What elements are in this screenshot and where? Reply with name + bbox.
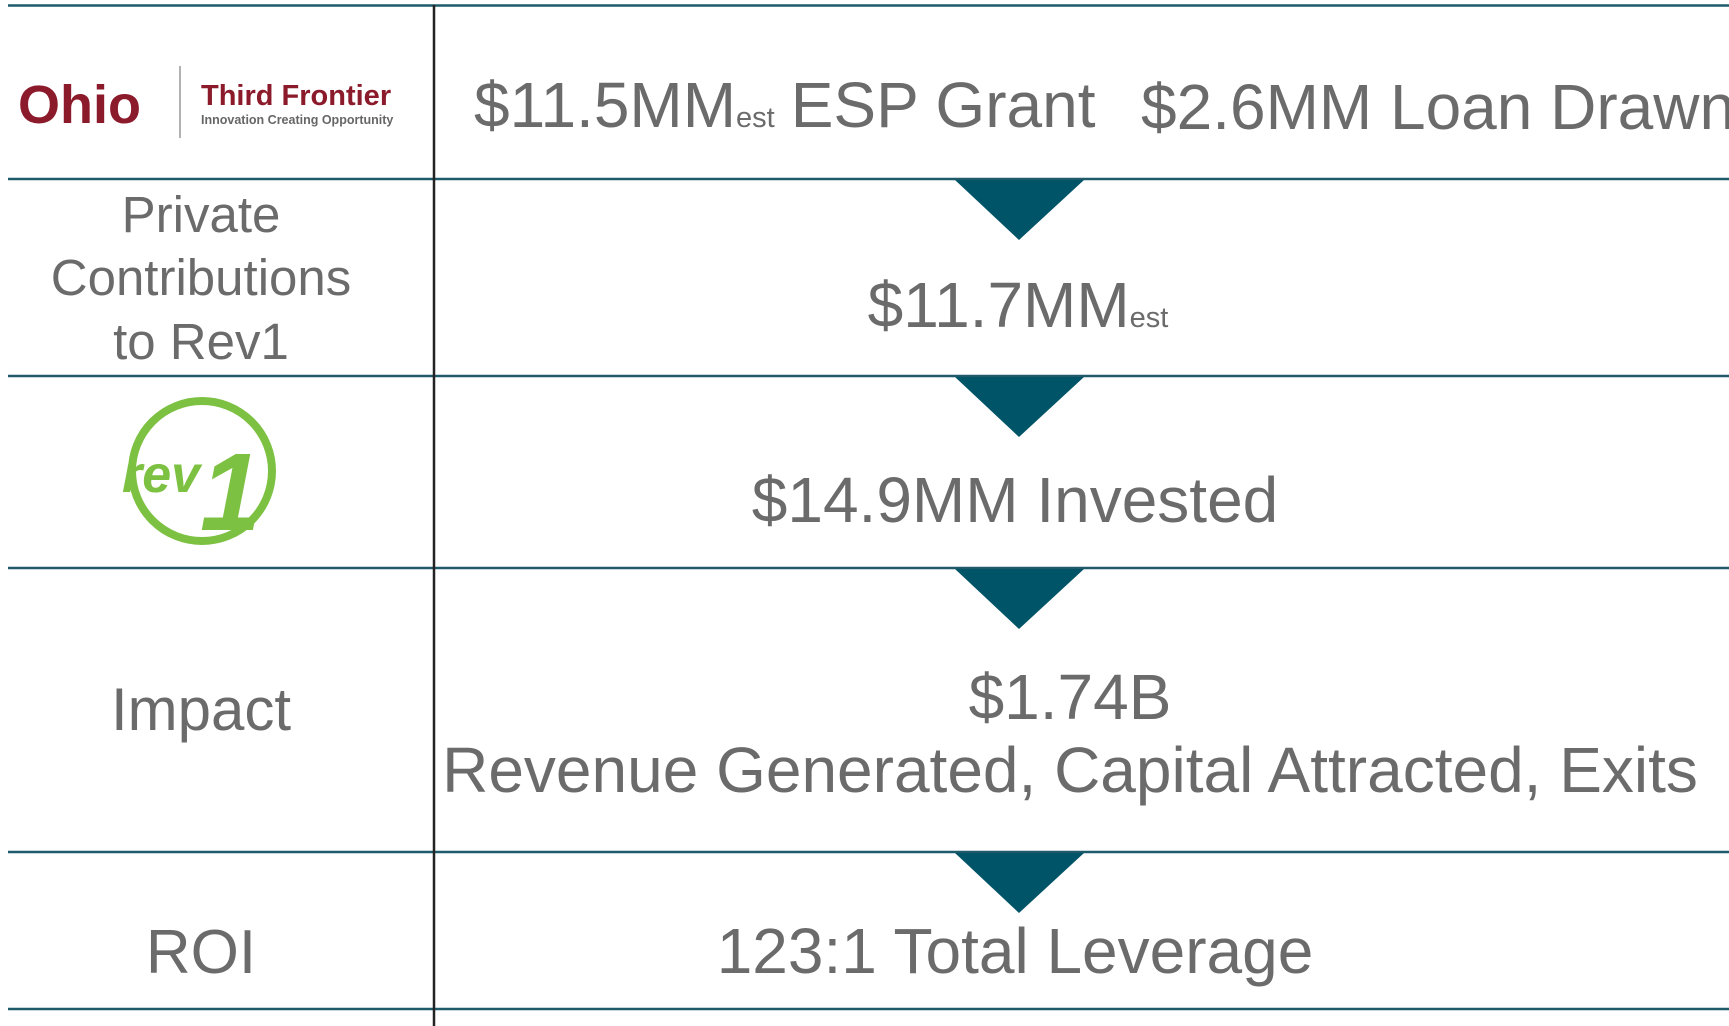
down-arrow — [955, 569, 1084, 629]
logo-name: Ohio — [18, 75, 141, 135]
value-text: $11.7MMest — [868, 269, 1169, 341]
logo-name: rev — [122, 446, 203, 504]
row-label: ROI — [146, 918, 256, 987]
qualifier: est — [1130, 302, 1169, 334]
row-label: Contributions — [51, 249, 352, 306]
down-arrow — [955, 180, 1084, 240]
flow-arrows — [955, 180, 1084, 913]
row-label: Private — [122, 186, 281, 243]
rev1-logo: rev 1 — [122, 397, 276, 554]
value-amount: $1.74B — [969, 661, 1172, 733]
logo-mark: 1 — [200, 431, 261, 554]
table-rules — [8, 4, 1729, 1026]
amount: $11.7MM — [868, 269, 1130, 341]
value-text: $2.6MM Loan Drawn — [1141, 71, 1729, 143]
value-text: Revenue Generated, Capital Attracted, Ex… — [442, 734, 1698, 806]
logo-ring — [128, 397, 276, 545]
value-text: 123:1 Total Leverage — [717, 915, 1314, 987]
logo-tagline: Innovation Creating Opportunity — [201, 113, 393, 127]
value-label: ESP Grant — [791, 69, 1096, 141]
row-label: Impact — [111, 676, 291, 743]
qualifier: est — [736, 102, 775, 134]
down-arrow — [955, 853, 1084, 913]
ohio-logo: Ohio Third Frontier Innovation Creating … — [18, 66, 393, 138]
logo-brand: Third Frontier — [201, 80, 391, 112]
value-text: $11.5MMest ESP Grant — [474, 69, 1096, 141]
value-text: $14.9MM Invested — [752, 464, 1279, 536]
row-label: to Rev1 — [113, 313, 289, 370]
amount: $11.5MM — [474, 69, 736, 141]
down-arrow — [955, 377, 1084, 437]
